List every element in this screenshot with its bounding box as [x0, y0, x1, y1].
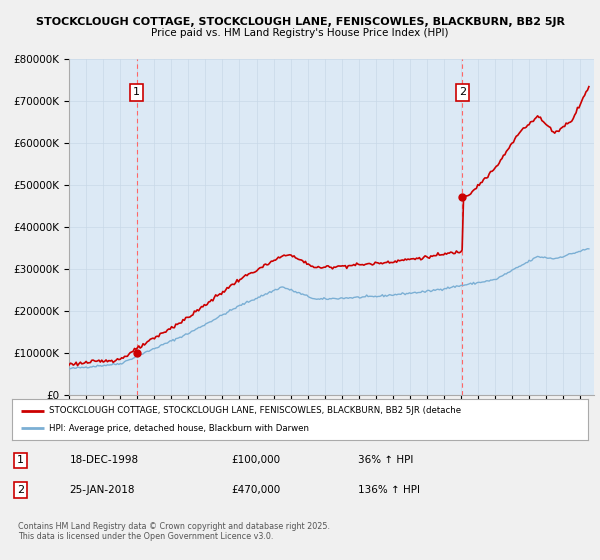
Text: 2: 2	[17, 485, 24, 495]
Text: £100,000: £100,000	[231, 455, 280, 465]
Text: 2: 2	[458, 87, 466, 97]
Text: STOCKCLOUGH COTTAGE, STOCKCLOUGH LANE, FENISCOWLES, BLACKBURN, BB2 5JR: STOCKCLOUGH COTTAGE, STOCKCLOUGH LANE, F…	[35, 17, 565, 27]
Text: £470,000: £470,000	[231, 485, 280, 495]
Text: HPI: Average price, detached house, Blackburn with Darwen: HPI: Average price, detached house, Blac…	[49, 424, 310, 433]
Text: 1: 1	[17, 455, 24, 465]
Text: 1: 1	[133, 87, 140, 97]
Text: 36% ↑ HPI: 36% ↑ HPI	[358, 455, 413, 465]
Text: 18-DEC-1998: 18-DEC-1998	[70, 455, 139, 465]
Text: 136% ↑ HPI: 136% ↑ HPI	[358, 485, 419, 495]
Text: 25-JAN-2018: 25-JAN-2018	[70, 485, 135, 495]
Text: Price paid vs. HM Land Registry's House Price Index (HPI): Price paid vs. HM Land Registry's House …	[151, 28, 449, 38]
Text: STOCKCLOUGH COTTAGE, STOCKCLOUGH LANE, FENISCOWLES, BLACKBURN, BB2 5JR (detache: STOCKCLOUGH COTTAGE, STOCKCLOUGH LANE, F…	[49, 406, 461, 415]
Text: Contains HM Land Registry data © Crown copyright and database right 2025.
This d: Contains HM Land Registry data © Crown c…	[18, 522, 330, 542]
